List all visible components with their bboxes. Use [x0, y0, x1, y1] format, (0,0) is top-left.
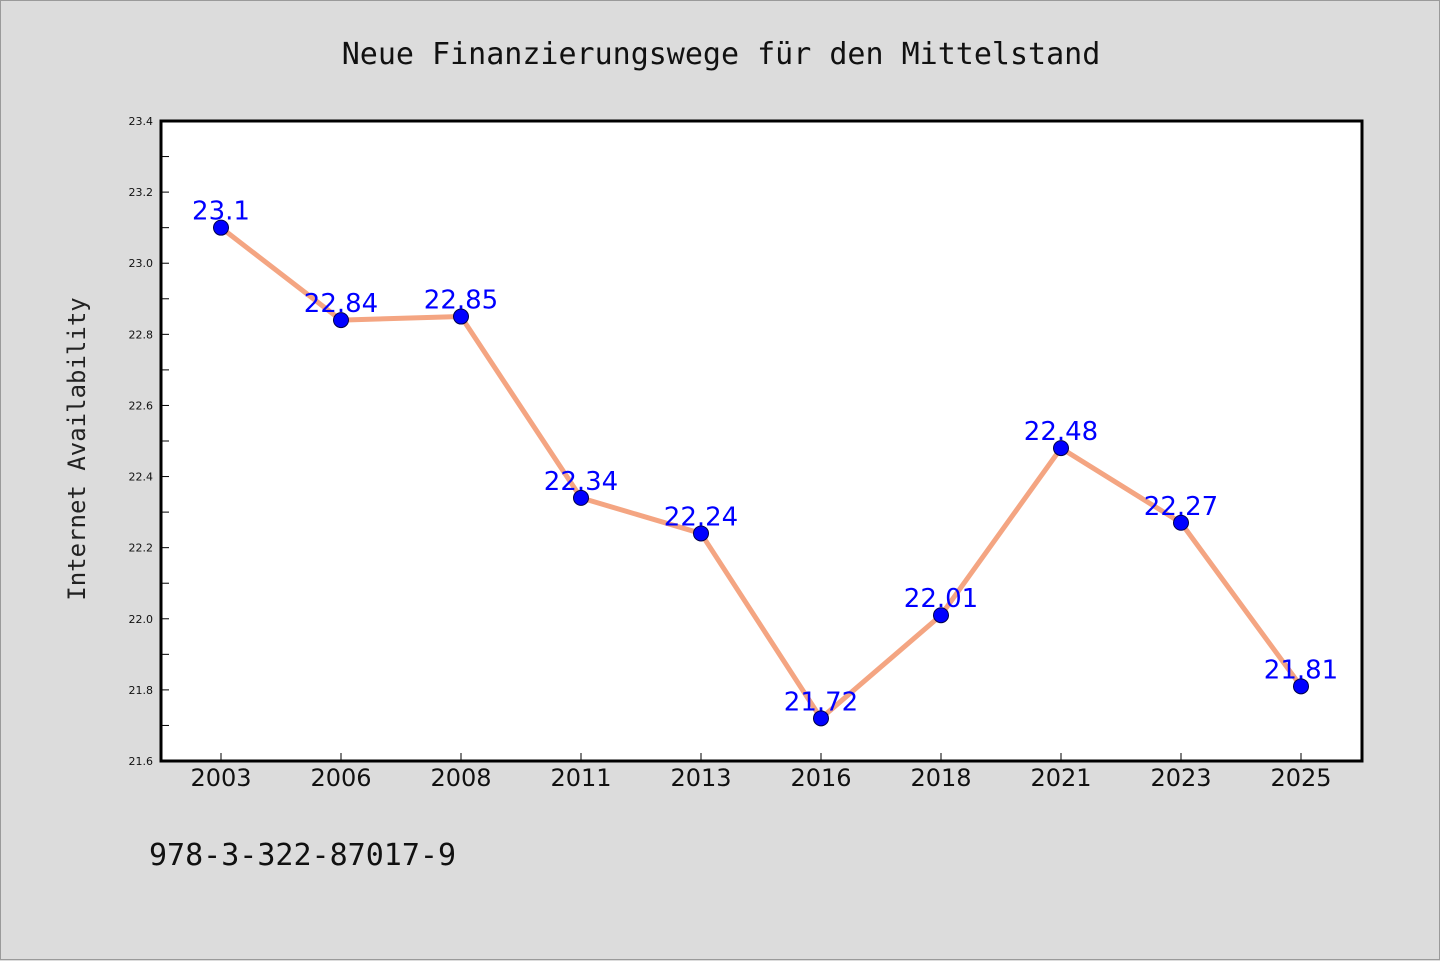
y-axis-label: Internet Availability	[63, 297, 91, 600]
data-point	[333, 312, 349, 329]
y-tick-label: 22.6	[129, 399, 154, 412]
axis-ticks: 21.6 21.8 22.0 22.2 22.4 22.6 22.8 23.0 23.2 23.4…	[129, 115, 1332, 792]
y-tick-label: 22.8	[129, 328, 154, 341]
x-tick-label: 2025	[1270, 764, 1331, 792]
x-tick-label: 2003	[190, 764, 251, 792]
data-point	[213, 219, 229, 236]
data-label: 22.01	[904, 584, 978, 614]
data-label: 22.84	[304, 289, 378, 319]
data-point	[573, 489, 589, 506]
data-label: 23.1	[192, 197, 250, 227]
data-label: 22.27	[1144, 492, 1218, 522]
data-label: 21.72	[784, 687, 858, 717]
plot-area	[161, 121, 1362, 761]
x-tick-label: 2021	[1030, 764, 1091, 792]
y-tick-label: 23.2	[129, 186, 154, 199]
x-tick-label: 2023	[1150, 764, 1211, 792]
data-label: 21.81	[1264, 655, 1338, 685]
x-tick-label: 2018	[910, 764, 971, 792]
y-tick-label: 23.0	[129, 257, 154, 270]
x-tick-label: 2008	[430, 764, 491, 792]
y-tick-label: 23.4	[129, 115, 154, 128]
y-tick-label: 21.6	[129, 755, 154, 768]
y-tick-label: 22.0	[129, 613, 154, 626]
chart-title: Neue Finanzierungswege für den Mittelsta…	[342, 37, 1101, 72]
data-point	[453, 308, 469, 325]
data-label: 22.48	[1024, 417, 1098, 447]
data-label: 22.34	[544, 467, 618, 497]
data-point	[693, 525, 709, 542]
x-tick-label: 2013	[670, 764, 731, 792]
plot-border	[159, 119, 1364, 763]
data-point	[1293, 678, 1309, 695]
y-tick-label: 22.2	[129, 542, 154, 555]
data-point	[813, 710, 829, 727]
data-point	[933, 607, 949, 624]
series-line	[218, 225, 1304, 721]
y-tick-label: 21.8	[129, 684, 154, 697]
data-point	[1173, 514, 1189, 531]
y-tick-label: 22.4	[129, 471, 154, 484]
x-tick-label: 2011	[550, 764, 611, 792]
series-layer: 23.1 22.84 22.85 22.34 22.24 21.72 22.01 22.48 2…	[192, 197, 1338, 727]
isbn-text: 978-3-322-87017-9	[149, 838, 456, 873]
x-tick-label: 2016	[790, 764, 851, 792]
data-label: 22.85	[424, 286, 498, 316]
data-point	[1053, 440, 1069, 457]
data-label: 22.24	[664, 502, 738, 532]
x-tick-label: 2006	[310, 764, 371, 792]
